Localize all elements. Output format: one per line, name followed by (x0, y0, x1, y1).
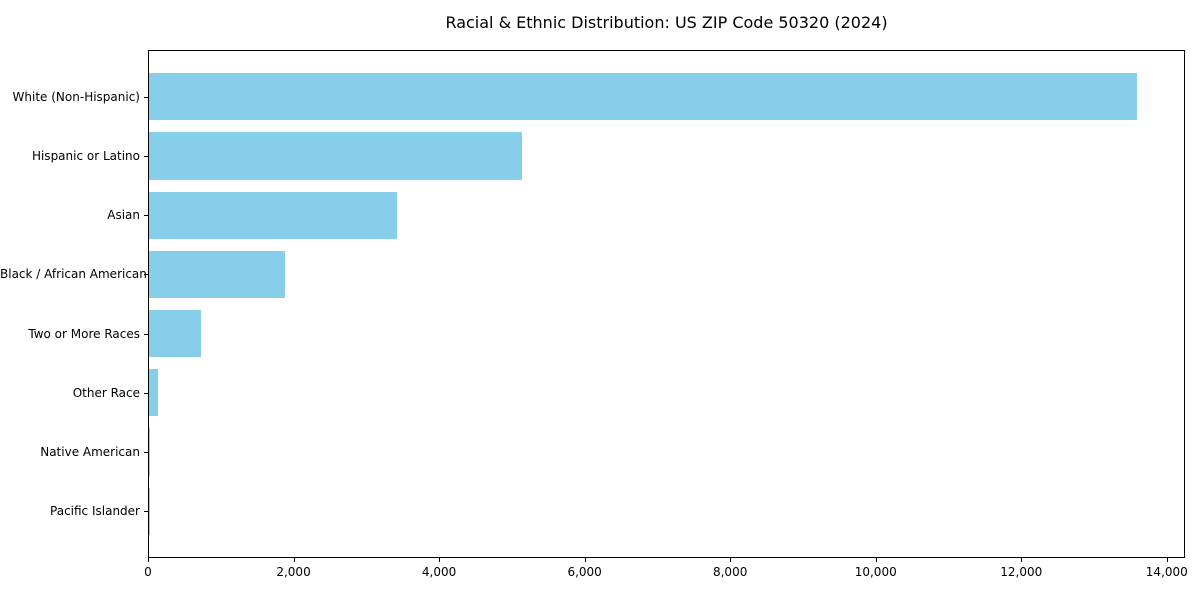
y-tick-mark (144, 156, 148, 157)
x-axis-tick-label: 4,000 (421, 565, 457, 579)
y-tick-mark (144, 511, 148, 513)
y-tick-mark (144, 96, 148, 98)
y-axis-category-label: Asian (107, 208, 140, 223)
y-axis-category-label: White (Non-Hispanic) (12, 89, 140, 104)
plot-area (148, 50, 1185, 558)
x-tick-mark (584, 558, 586, 562)
y-tick-mark (144, 215, 148, 217)
bar (149, 73, 1138, 121)
bar (149, 250, 286, 299)
bar (149, 428, 151, 476)
x-tick-mark (875, 558, 877, 562)
x-axis-tick-label: 2,000 (276, 565, 311, 579)
y-axis-category-label: Two or More Races (28, 326, 140, 341)
x-axis-tick-label: 8,000 (712, 565, 748, 579)
bar (149, 369, 159, 417)
x-tick-mark (148, 558, 149, 562)
bar (149, 309, 202, 358)
y-axis-category-label: Black / African American (0, 267, 147, 282)
y-axis-category-label: Other Race (72, 385, 140, 400)
x-axis-tick-label: 14,000 (1145, 565, 1188, 579)
x-tick-mark (293, 558, 295, 562)
x-axis-tick-label: 10,000 (854, 565, 897, 579)
y-tick-mark (144, 333, 148, 335)
y-axis-category-label: Pacific Islander (50, 504, 140, 519)
y-tick-mark (144, 274, 148, 276)
chart-title: Racial & Ethnic Distribution: US ZIP Cod… (445, 13, 888, 32)
y-axis-category-label: Hispanic or Latino (31, 149, 140, 163)
y-axis-category-label: Native American (40, 445, 140, 459)
x-axis-tick-label: 0 (144, 565, 152, 579)
y-tick-mark (144, 392, 148, 394)
bar (149, 191, 398, 239)
x-tick-mark (439, 558, 441, 562)
x-tick-mark (730, 558, 732, 562)
x-axis-tick-label: 12,000 (1000, 565, 1043, 579)
x-tick-mark (1166, 558, 1168, 562)
x-axis-tick-label: 6,000 (567, 565, 602, 579)
x-tick-mark (1021, 558, 1023, 562)
bar (149, 132, 523, 180)
y-tick-mark (144, 452, 148, 453)
